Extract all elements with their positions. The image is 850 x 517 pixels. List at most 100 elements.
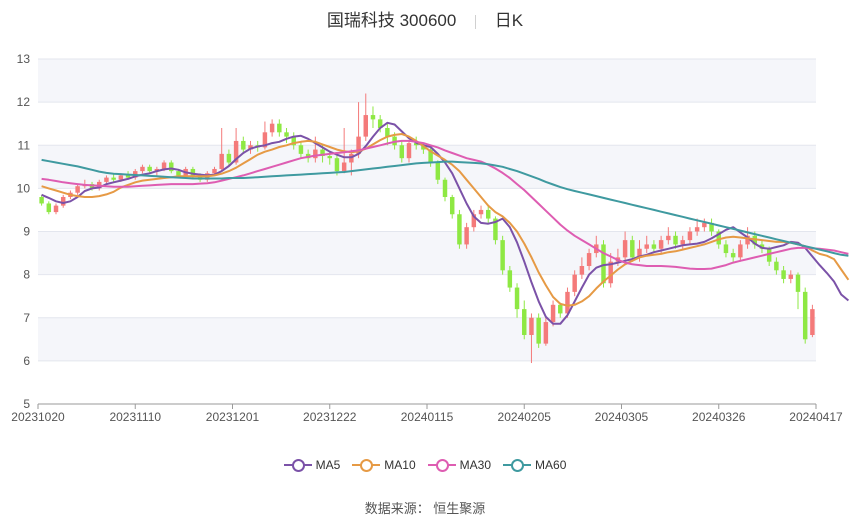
candle-body bbox=[745, 235, 750, 245]
candle bbox=[507, 266, 513, 292]
candle-body bbox=[125, 175, 131, 178]
candle-body bbox=[694, 227, 700, 232]
candle bbox=[673, 231, 678, 249]
candle-body bbox=[111, 177, 116, 180]
candle-body bbox=[248, 145, 253, 150]
stock-name: 国瑞科技 300600 bbox=[326, 11, 457, 30]
candle-body bbox=[413, 143, 419, 146]
x-tick-label: 20240417 bbox=[789, 410, 843, 424]
candle-body bbox=[269, 123, 275, 133]
candle bbox=[522, 300, 527, 340]
candle-body bbox=[601, 244, 606, 284]
candle bbox=[284, 128, 289, 144]
candle bbox=[529, 313, 534, 364]
legend-label: MA30 bbox=[459, 458, 492, 472]
candle bbox=[730, 248, 736, 262]
candle-body bbox=[478, 209, 484, 215]
candle-body bbox=[723, 244, 729, 254]
x-tick-label: 20240115 bbox=[401, 410, 454, 424]
candle-body bbox=[579, 266, 585, 275]
candle-body bbox=[543, 322, 549, 344]
legend-marker-icon bbox=[352, 458, 381, 472]
legend-item-ma5[interactable]: MA5 bbox=[283, 458, 340, 472]
candle bbox=[385, 123, 390, 146]
candle-body bbox=[370, 115, 376, 120]
candle-body bbox=[457, 214, 462, 245]
candle bbox=[406, 140, 412, 163]
candle bbox=[579, 257, 585, 279]
candle-body bbox=[190, 168, 196, 176]
grid-band bbox=[38, 59, 816, 103]
candle bbox=[226, 149, 232, 167]
candle-body bbox=[327, 156, 332, 159]
candle bbox=[291, 132, 296, 150]
candle bbox=[269, 119, 275, 137]
candle-body bbox=[766, 248, 772, 262]
candle-body bbox=[140, 166, 145, 172]
y-tick-label: 12 bbox=[17, 95, 31, 109]
candle bbox=[694, 218, 700, 236]
data-source: 数据来源： 恒生聚源 bbox=[364, 501, 486, 516]
candle-body bbox=[442, 179, 448, 197]
title-separator bbox=[475, 14, 477, 29]
candle-body bbox=[673, 235, 678, 245]
candle-body bbox=[464, 227, 469, 245]
candle bbox=[399, 140, 405, 163]
candle bbox=[802, 287, 808, 344]
candle-body bbox=[572, 274, 577, 292]
candle-body bbox=[241, 140, 246, 150]
candle-body bbox=[651, 244, 657, 249]
moving-average-layer bbox=[41, 121, 850, 325]
candle-body bbox=[428, 149, 433, 163]
legend-marker-icon bbox=[427, 458, 456, 472]
candle-body bbox=[536, 317, 541, 344]
candle bbox=[795, 272, 801, 310]
candle-body bbox=[298, 145, 304, 154]
legend-item-ma10[interactable]: MA10 bbox=[352, 458, 416, 472]
candle bbox=[370, 106, 376, 128]
candle-body bbox=[802, 291, 808, 340]
candle-body bbox=[622, 240, 628, 258]
candle bbox=[601, 240, 606, 288]
candle-body bbox=[399, 145, 405, 159]
candle-body bbox=[53, 205, 59, 213]
legend-marker-icon bbox=[283, 458, 312, 472]
legend-label: MA60 bbox=[535, 458, 567, 472]
ma-line-ma30 bbox=[41, 139, 849, 270]
candle-body bbox=[277, 123, 282, 133]
candle bbox=[111, 173, 116, 182]
candle bbox=[104, 175, 109, 185]
candle bbox=[478, 205, 484, 219]
candle-body bbox=[406, 143, 412, 159]
candle-body bbox=[363, 115, 369, 137]
legend-item-ma30[interactable]: MA30 bbox=[427, 458, 492, 472]
candle-body bbox=[514, 287, 520, 310]
x-tick-label: 20240326 bbox=[692, 410, 746, 424]
candle bbox=[277, 119, 282, 137]
candle bbox=[608, 253, 613, 288]
candle bbox=[651, 240, 657, 254]
candle-body bbox=[60, 197, 66, 206]
candle bbox=[723, 240, 729, 258]
candle bbox=[241, 136, 246, 154]
candle-body bbox=[147, 166, 152, 172]
candle bbox=[788, 270, 794, 284]
legend-item-ma60[interactable]: MA60 bbox=[503, 458, 566, 472]
candle bbox=[550, 300, 556, 327]
candle-body bbox=[104, 177, 109, 182]
candle-body bbox=[644, 244, 649, 249]
candle-body bbox=[176, 171, 181, 176]
candle bbox=[687, 227, 693, 245]
candle-body bbox=[810, 309, 815, 335]
x-tick-label: 20231020 bbox=[11, 410, 65, 424]
candle bbox=[586, 248, 592, 271]
candle-body bbox=[550, 304, 556, 323]
candle-body bbox=[522, 309, 527, 335]
candle bbox=[666, 227, 671, 245]
candle-body bbox=[385, 128, 390, 137]
grid-band bbox=[38, 360, 816, 404]
candle-body bbox=[219, 153, 224, 169]
candle-body bbox=[161, 162, 167, 169]
candle-body bbox=[730, 253, 736, 258]
grid-layer bbox=[38, 58, 816, 405]
